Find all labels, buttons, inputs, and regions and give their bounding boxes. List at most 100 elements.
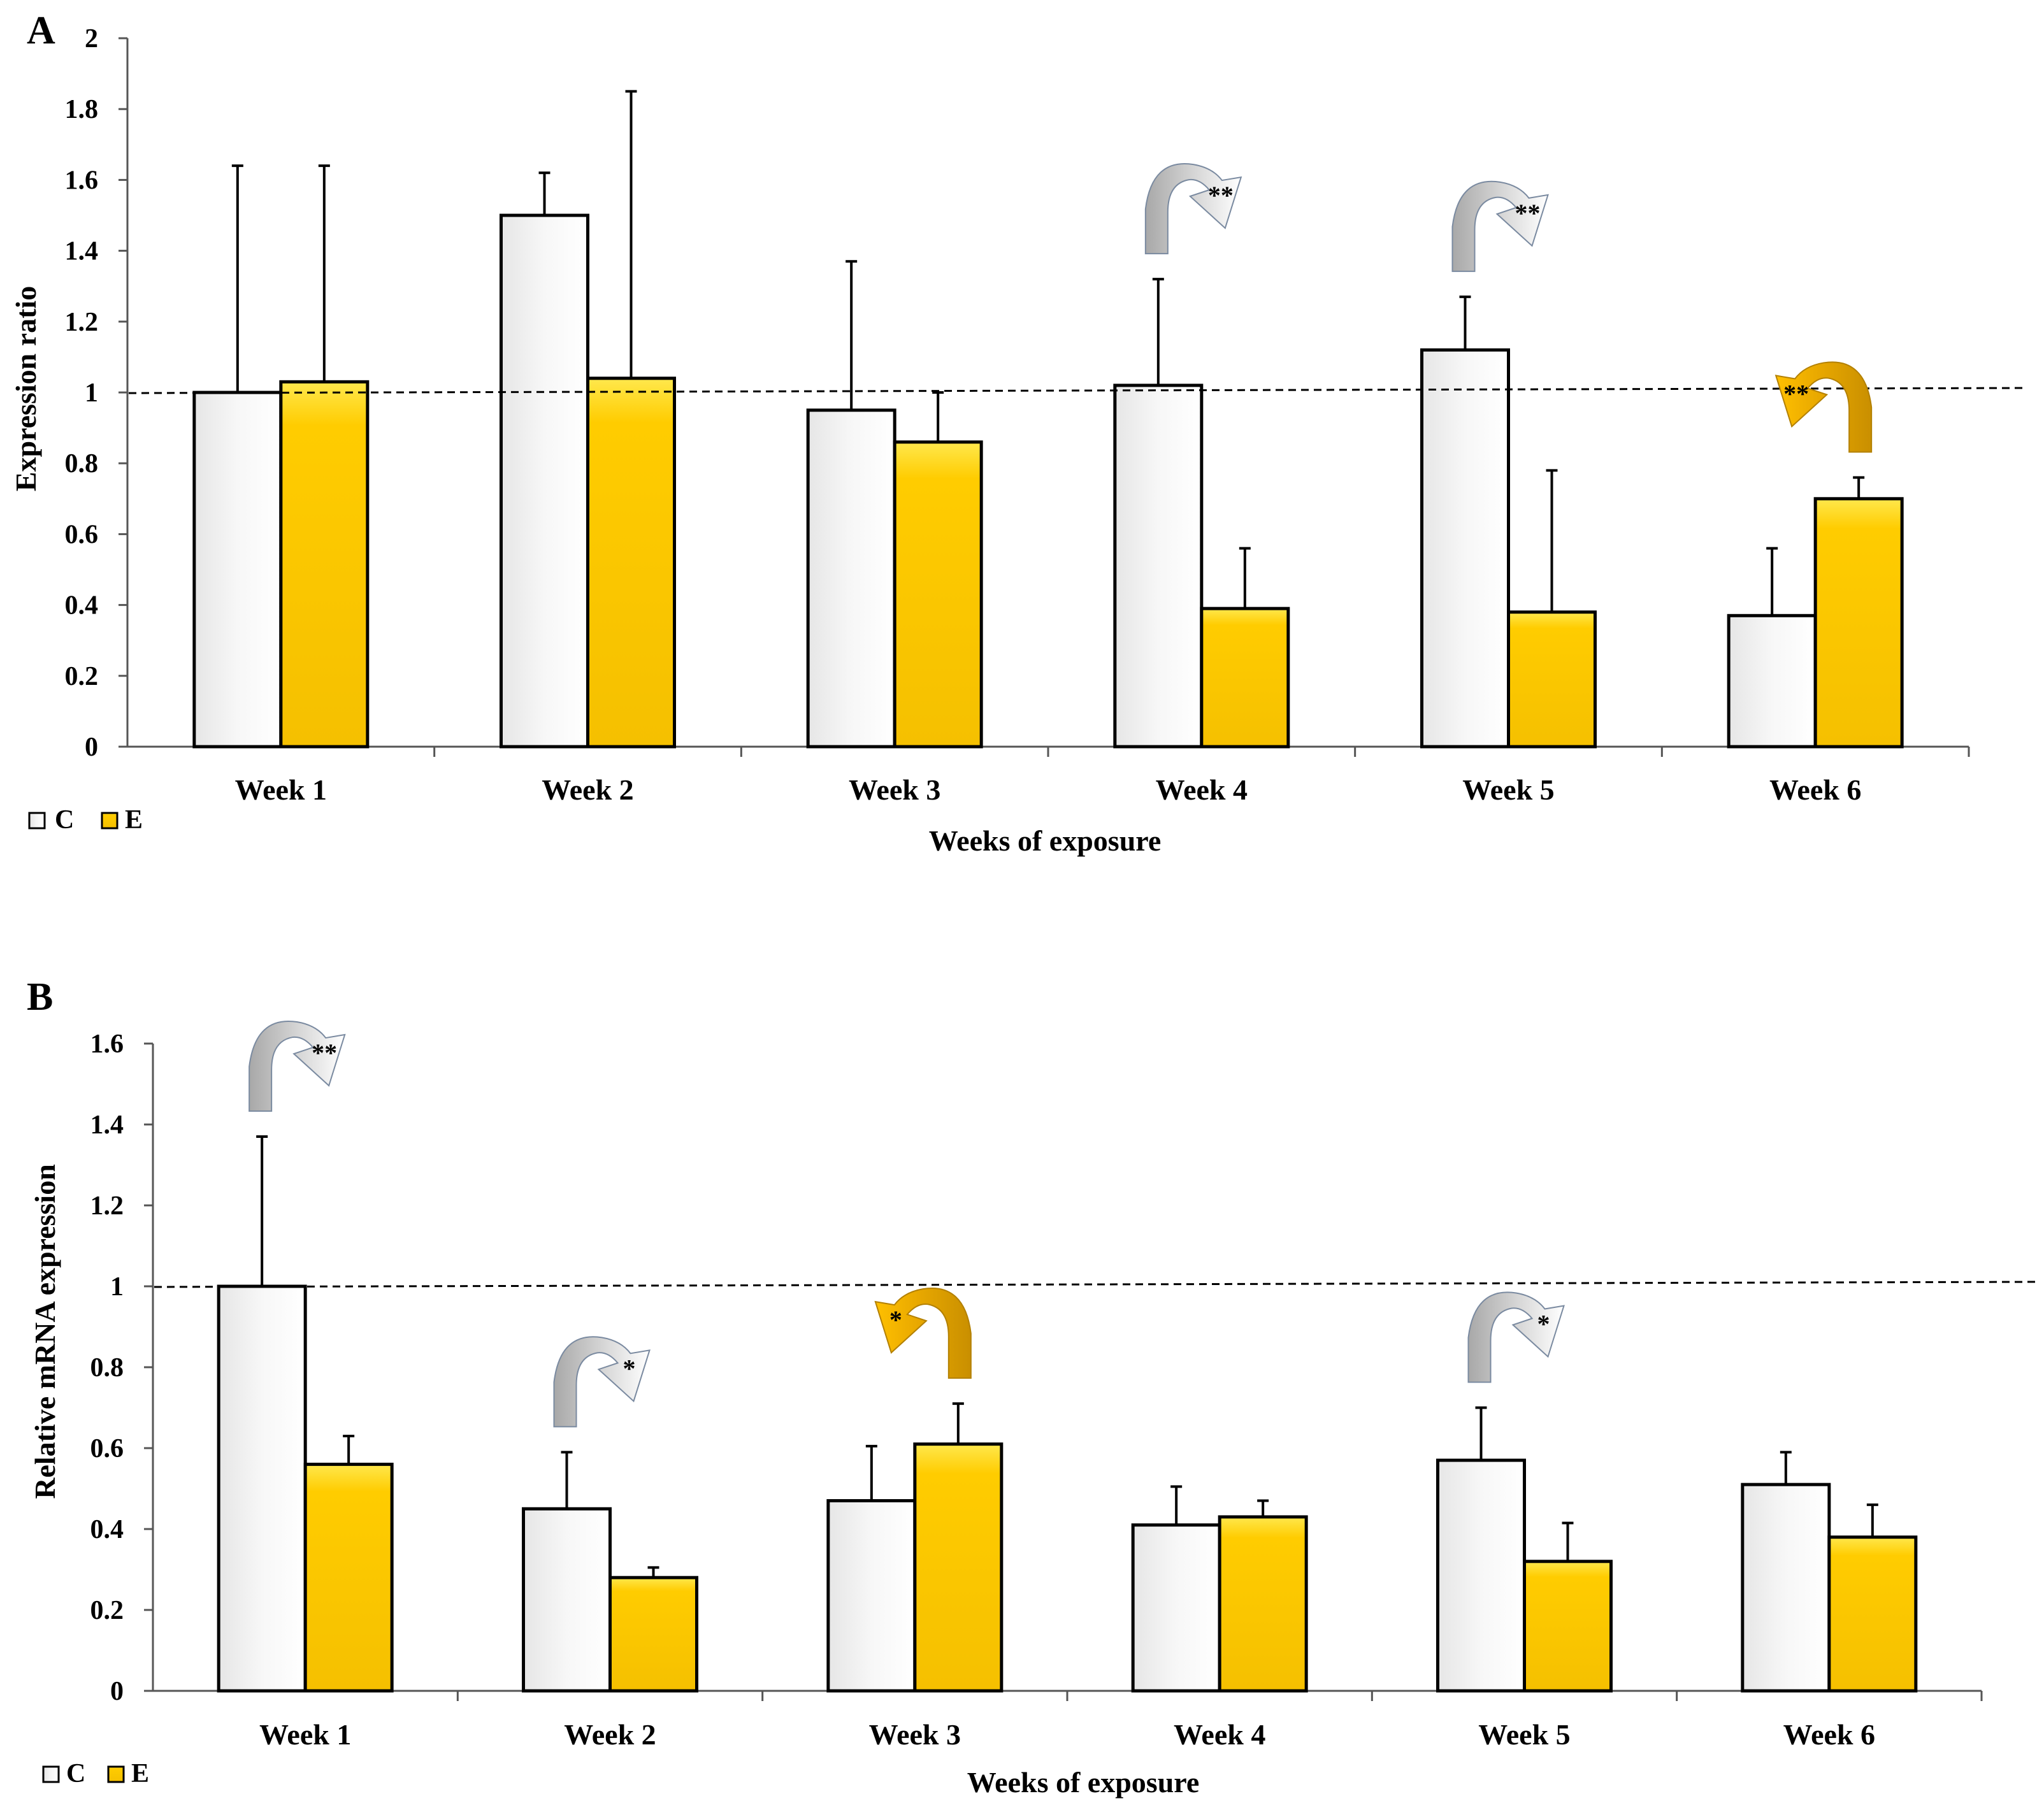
bar-c-week-1 bbox=[192, 391, 283, 749]
legend: C E bbox=[42, 1759, 149, 1788]
arrow-shape bbox=[1144, 163, 1242, 255]
x-tick-label: Week 4 bbox=[1156, 773, 1248, 806]
panel-letter: B bbox=[27, 975, 53, 1019]
legend-swatch-c bbox=[42, 1765, 60, 1783]
y-tick-label: 0 bbox=[110, 1677, 124, 1706]
y-tick-label: 0 bbox=[85, 733, 98, 762]
y-tick-label: 1.6 bbox=[65, 166, 99, 195]
arrow-shape bbox=[874, 1288, 972, 1379]
y-tick-label: 1.6 bbox=[90, 1030, 124, 1059]
y-ticks: 0 0.2 0.4 0.6 0.8 1 1.2 1.4 1.6 1.8 2 bbox=[65, 24, 127, 762]
y-tick-label: 0.6 bbox=[90, 1434, 124, 1463]
x-tick-label: Week 5 bbox=[1478, 1718, 1570, 1751]
significance-arrow-down: * bbox=[1467, 1291, 1565, 1383]
x-tick-label: Week 2 bbox=[564, 1718, 656, 1751]
x-tick-label: Week 6 bbox=[1783, 1718, 1875, 1751]
panel-b: B Relative mRNA expression Weeks of expo… bbox=[27, 975, 2040, 1799]
bar-e-week-6 bbox=[1813, 497, 1904, 749]
bar-e-week-4 bbox=[1218, 1515, 1308, 1693]
bar-e-week-5 bbox=[1507, 610, 1597, 749]
bar-c-week-2 bbox=[500, 213, 589, 749]
x-tick-label: Week 2 bbox=[542, 773, 633, 806]
plot-area: ** ** ** bbox=[119, 38, 2027, 757]
x-tick-label: Week 6 bbox=[1769, 773, 1861, 806]
y-tick-label: 1.8 bbox=[65, 95, 99, 124]
y-tick-label: 1.2 bbox=[65, 308, 99, 337]
significance-label: ** bbox=[1208, 181, 1234, 210]
y-tick-label: 0.8 bbox=[65, 449, 99, 478]
significance-label: * bbox=[889, 1305, 902, 1334]
bar-c-week-3 bbox=[806, 408, 896, 749]
significance-arrow-up: * bbox=[874, 1288, 972, 1379]
bar-e-week-4 bbox=[1200, 607, 1290, 749]
legend-label-e: E bbox=[125, 805, 143, 835]
y-tick-label: 1.4 bbox=[65, 237, 99, 266]
bar-c-week-4 bbox=[1113, 384, 1204, 749]
arrow-shape bbox=[1774, 361, 1873, 453]
bar-e-week-3 bbox=[893, 440, 983, 749]
y-tick-label: 0.8 bbox=[90, 1353, 124, 1383]
bar-c-week-1 bbox=[217, 1284, 307, 1693]
x-category-labels: Week 1 Week 2 Week 3 Week 4 Week 5 Week 6 bbox=[235, 773, 1862, 806]
significance-label: * bbox=[623, 1354, 636, 1383]
bar-c-week-6 bbox=[1741, 1483, 1831, 1693]
x-tick-label: Week 4 bbox=[1174, 1718, 1265, 1751]
y-tick-label: 1.4 bbox=[90, 1110, 124, 1140]
bar-c-week-5 bbox=[1436, 1458, 1526, 1693]
y-tick-label: 0.6 bbox=[65, 520, 99, 549]
legend-label-e: E bbox=[131, 1759, 149, 1788]
significance-label: ** bbox=[312, 1038, 337, 1067]
y-tick-label: 1 bbox=[85, 378, 98, 408]
x-tick-label: Week 1 bbox=[259, 1718, 351, 1751]
bar-c-week-5 bbox=[1420, 348, 1510, 749]
reference-line bbox=[128, 387, 2027, 394]
significance-label: ** bbox=[1783, 379, 1809, 408]
bar-c-week-4 bbox=[1131, 1523, 1221, 1693]
y-tick-label: 1 bbox=[110, 1272, 124, 1302]
significance-label: * bbox=[1537, 1310, 1550, 1339]
legend-swatch-c bbox=[28, 812, 46, 830]
legend-swatch-e bbox=[107, 1765, 125, 1783]
legend: C E bbox=[28, 805, 143, 835]
arrow-shape bbox=[553, 1336, 651, 1428]
y-ticks: 0 0.2 0.4 0.6 0.8 1 1.2 1.4 1.6 bbox=[90, 1030, 153, 1706]
panel-a: A Expression ratio Weeks of exposure C E… bbox=[10, 9, 2027, 857]
y-tick-label: 0.4 bbox=[90, 1515, 124, 1544]
x-axis-title: Weeks of exposure bbox=[929, 824, 1162, 857]
bar-c-week-6 bbox=[1727, 614, 1817, 749]
bar-e-week-1 bbox=[303, 1462, 394, 1693]
panel-letter: A bbox=[27, 9, 55, 52]
x-category-labels: Week 1 Week 2 Week 3 Week 4 Week 5 Week 6 bbox=[259, 1718, 1875, 1751]
significance-label: ** bbox=[1515, 199, 1541, 227]
significance-arrow-down: ** bbox=[248, 1021, 346, 1112]
x-tick-label: Week 1 bbox=[235, 773, 327, 806]
y-tick-label: 0.4 bbox=[65, 591, 99, 621]
reference-line bbox=[154, 1281, 2040, 1288]
bar-e-week-5 bbox=[1523, 1560, 1613, 1693]
y-tick-label: 0.2 bbox=[90, 1596, 124, 1625]
arrow-shape bbox=[1451, 180, 1549, 272]
y-tick-label: 2 bbox=[85, 24, 98, 54]
legend-label-c: C bbox=[55, 805, 74, 835]
bar-c-week-3 bbox=[826, 1499, 917, 1693]
y-tick-label: 0.2 bbox=[65, 662, 99, 691]
bar-c-week-2 bbox=[522, 1507, 612, 1693]
bar-e-week-2 bbox=[608, 1576, 698, 1693]
arrow-shape bbox=[248, 1021, 346, 1112]
y-axis-title: Relative mRNA expression bbox=[29, 1164, 61, 1499]
bar-e-week-6 bbox=[1827, 1535, 1918, 1693]
significance-arrow-up: ** bbox=[1774, 361, 1873, 453]
significance-arrow-down: ** bbox=[1451, 180, 1549, 272]
x-tick-label: Week 3 bbox=[869, 1718, 961, 1751]
plot-area: **** * bbox=[144, 1021, 2040, 1701]
significance-arrow-down: * bbox=[553, 1336, 651, 1428]
x-tick-label: Week 3 bbox=[849, 773, 940, 806]
y-tick-label: 1.2 bbox=[90, 1191, 124, 1221]
bar-e-week-2 bbox=[586, 377, 676, 749]
significance-arrow-down: ** bbox=[1144, 163, 1242, 255]
bar-e-week-1 bbox=[279, 380, 370, 749]
bar-e-week-3 bbox=[913, 1442, 1004, 1693]
legend-label-c: C bbox=[66, 1759, 85, 1788]
x-axis-title: Weeks of exposure bbox=[967, 1766, 1200, 1799]
